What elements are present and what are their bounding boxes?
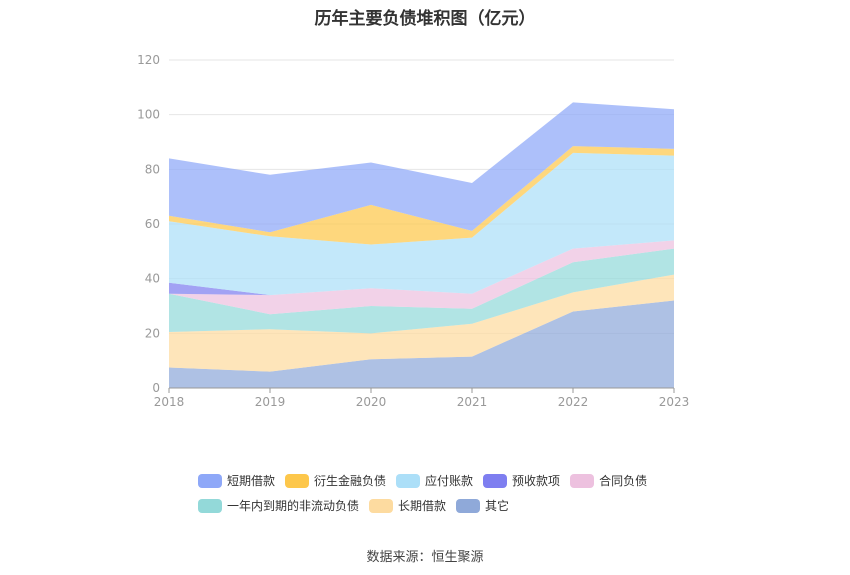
- chart-title: 历年主要负债堆积图（亿元）: [314, 9, 536, 29]
- legend-label: 一年内到期的非流动负债: [227, 499, 360, 513]
- x-tick-label: 2023: [659, 395, 690, 409]
- area-series-6: [169, 146, 674, 245]
- area-series-2: [169, 248, 674, 334]
- legend-swatch: [396, 473, 421, 488]
- legend-label: 合同负债: [599, 474, 648, 488]
- legend-item[interactable]: 应付账款: [396, 472, 473, 489]
- legend-item[interactable]: 预收款项: [483, 472, 560, 489]
- x-tick-label: 2022: [558, 395, 589, 409]
- legend-swatch: [198, 473, 222, 488]
- y-tick-label: 40: [145, 272, 160, 286]
- y-tick-label: 0: [152, 381, 160, 395]
- legend-label: 衍生金融负债: [314, 474, 387, 488]
- area-series-4: [169, 240, 674, 296]
- legend-swatch: [456, 498, 481, 513]
- area-series-7: [169, 102, 674, 233]
- area-series-3: [169, 240, 674, 315]
- legend-item[interactable]: 其它: [456, 497, 509, 514]
- legend-label: 应付账款: [425, 474, 474, 488]
- y-tick-label: 100: [137, 108, 160, 122]
- legend-label: 短期借款: [227, 474, 276, 488]
- stacked-area-chart: 0 20 40 60 80 100 120 2018 2019 2020 2021 2022 2023: [137, 53, 690, 409]
- y-tick-label: 120: [137, 53, 160, 67]
- x-tick-label: 2019: [255, 395, 286, 409]
- y-tick-label: 60: [145, 217, 160, 231]
- x-tick-label: 2020: [356, 395, 387, 409]
- y-tick-label: 80: [145, 162, 160, 176]
- x-tick-label: 2018: [154, 395, 185, 409]
- chart-legend: 短期借款 衍生金融负债 应付账款 预收款项 合同负债一年内到期的非流动负债 长期借款 其它: [198, 472, 678, 514]
- area-series-1: [169, 274, 674, 372]
- legend-swatch: [483, 473, 508, 488]
- legend-swatch: [570, 473, 595, 488]
- legend-item[interactable]: 短期借款: [198, 472, 275, 489]
- legend-label: 长期借款: [398, 499, 447, 513]
- legend-label: 预收款项: [512, 474, 561, 488]
- area-series-5: [169, 152, 674, 296]
- legend-item[interactable]: 合同负债: [570, 472, 647, 489]
- area-series-0: [169, 300, 674, 388]
- legend-item[interactable]: 衍生金融负债: [285, 472, 386, 489]
- legend-swatch: [198, 498, 222, 513]
- data-source: 数据来源：恒生聚源: [366, 550, 484, 565]
- y-tick-label: 20: [145, 326, 160, 340]
- legend-label: 其它: [485, 499, 510, 513]
- legend-item[interactable]: 长期借款: [369, 497, 446, 514]
- x-tick-label: 2021: [457, 395, 488, 409]
- legend-swatch: [285, 473, 310, 488]
- legend-item[interactable]: 一年内到期的非流动负债: [198, 497, 359, 514]
- legend-swatch: [369, 498, 394, 513]
